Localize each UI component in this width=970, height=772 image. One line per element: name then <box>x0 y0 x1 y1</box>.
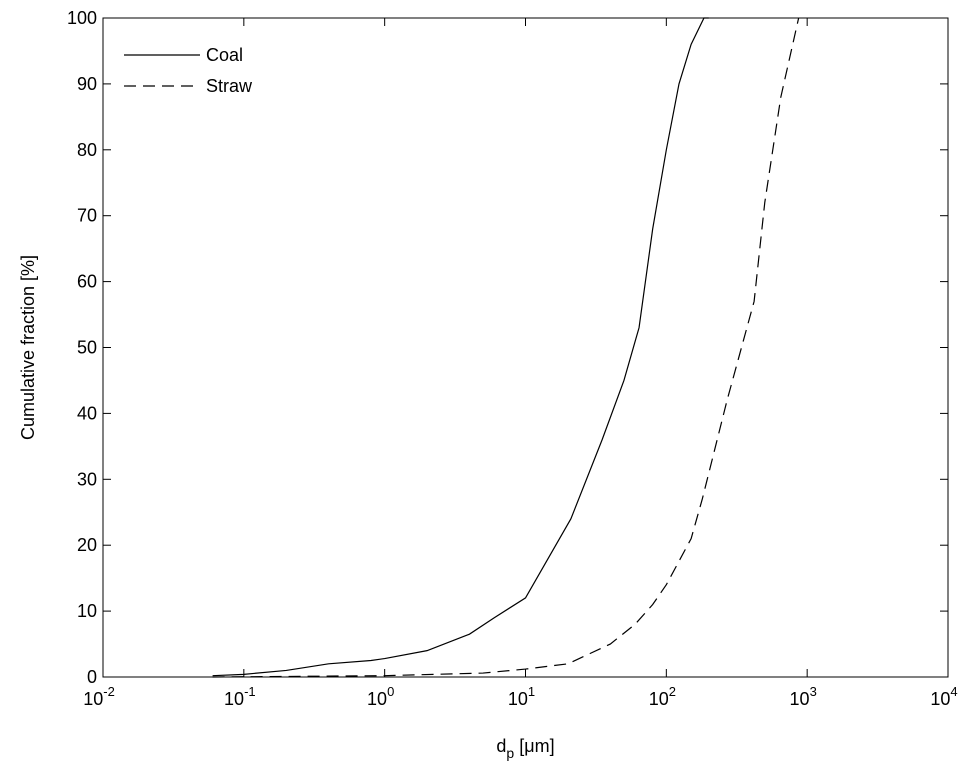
tick-base: 10 <box>649 689 669 709</box>
x-label-sub: p <box>506 745 514 761</box>
y-tick-label: 100 <box>67 8 97 28</box>
tick-base: 10 <box>83 689 103 709</box>
y-tick-label: 0 <box>87 667 97 687</box>
legend-label: Straw <box>206 76 253 96</box>
legend-label: Coal <box>206 45 243 65</box>
tick-base: 10 <box>367 689 387 709</box>
x-tick-label: 101 <box>508 684 535 709</box>
x-tick-label: 104 <box>930 684 957 709</box>
y-tick-label: 10 <box>77 601 97 621</box>
x-label-rest: [μm] <box>514 736 554 756</box>
tick-base: 10 <box>224 689 244 709</box>
tick-exponent: 4 <box>950 684 957 699</box>
y-tick-label: 60 <box>77 272 97 292</box>
y-tick-label: 50 <box>77 338 97 358</box>
x-tick-label: 102 <box>649 684 676 709</box>
tick-base: 10 <box>930 689 950 709</box>
tick-exponent: 0 <box>387 684 394 699</box>
x-tick-label: 10-2 <box>83 684 115 709</box>
y-tick-label: 80 <box>77 140 97 160</box>
y-tick-label: 20 <box>77 535 97 555</box>
y-tick-label: 70 <box>77 206 97 226</box>
data-line <box>212 17 800 678</box>
x-tick-label: 10-1 <box>224 684 256 709</box>
data-line <box>212 17 709 677</box>
tick-exponent: -1 <box>244 684 256 699</box>
tick-base: 10 <box>790 689 810 709</box>
x-label-main: d <box>496 736 506 756</box>
y-tick-label: 40 <box>77 403 97 423</box>
tick-exponent: -2 <box>103 684 115 699</box>
x-axis-label: dp [μm] <box>496 736 554 761</box>
tick-base: 10 <box>508 689 528 709</box>
y-tick-label: 30 <box>77 469 97 489</box>
tick-exponent: 1 <box>528 684 535 699</box>
tick-exponent: 2 <box>669 684 676 699</box>
x-tick-label: 100 <box>367 684 394 709</box>
tick-exponent: 3 <box>810 684 817 699</box>
x-tick-label: 103 <box>790 684 817 709</box>
y-axis-label: Cumulative fraction [%] <box>18 255 38 440</box>
y-tick-label: 90 <box>77 74 97 94</box>
